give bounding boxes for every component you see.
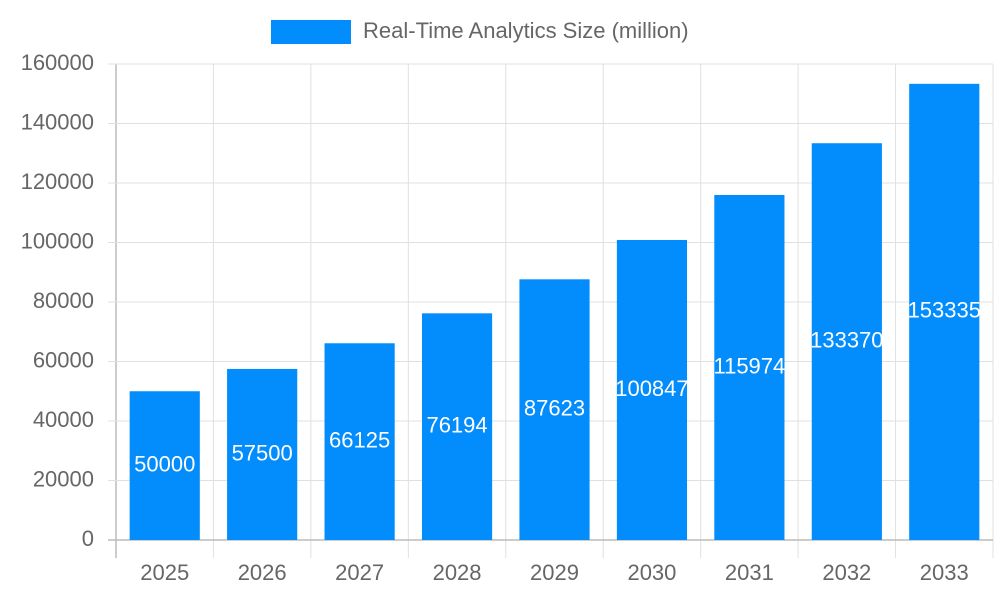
value-label: 100847 bbox=[615, 376, 688, 401]
value-label: 87623 bbox=[524, 395, 585, 420]
value-label: 50000 bbox=[134, 451, 195, 476]
bar bbox=[811, 143, 882, 540]
bar bbox=[129, 391, 200, 540]
value-label: 115974 bbox=[713, 353, 785, 378]
y-tick-label: 40000 bbox=[33, 407, 94, 432]
value-label: 153335 bbox=[908, 298, 981, 323]
bar bbox=[324, 343, 395, 540]
x-tick-label: 2030 bbox=[627, 560, 676, 585]
value-label: 76194 bbox=[426, 412, 487, 437]
value-label: 133370 bbox=[810, 327, 883, 352]
bar bbox=[909, 83, 980, 541]
value-label: 57500 bbox=[232, 440, 293, 465]
value-label: 66125 bbox=[329, 427, 390, 452]
x-tick-label: 2033 bbox=[920, 560, 969, 585]
y-tick-label: 140000 bbox=[21, 109, 94, 134]
bar bbox=[519, 279, 590, 540]
x-tick-label: 2028 bbox=[433, 560, 482, 585]
x-tick-label: 2025 bbox=[140, 560, 189, 585]
y-tick-label: 120000 bbox=[21, 169, 94, 194]
x-tick-label: 2029 bbox=[530, 560, 579, 585]
legend-label[interactable]: Real-Time Analytics Size (million) bbox=[363, 18, 689, 43]
bar bbox=[616, 239, 688, 541]
y-tick-label: 20000 bbox=[33, 466, 94, 491]
y-tick-label: 100000 bbox=[21, 228, 94, 253]
x-tick-label: 2032 bbox=[822, 560, 871, 585]
bar bbox=[421, 313, 493, 540]
y-tick-label: 60000 bbox=[33, 347, 94, 372]
x-tick-label: 2027 bbox=[335, 560, 384, 585]
y-tick-label: 0 bbox=[82, 526, 94, 551]
y-tick-label: 160000 bbox=[21, 50, 94, 75]
x-tick-label: 2031 bbox=[725, 560, 774, 585]
bar bbox=[714, 194, 785, 540]
bar bbox=[227, 368, 298, 540]
y-tick-label: 80000 bbox=[33, 288, 94, 313]
x-tick-label: 2026 bbox=[238, 560, 287, 585]
legend-swatch[interactable] bbox=[271, 20, 351, 44]
